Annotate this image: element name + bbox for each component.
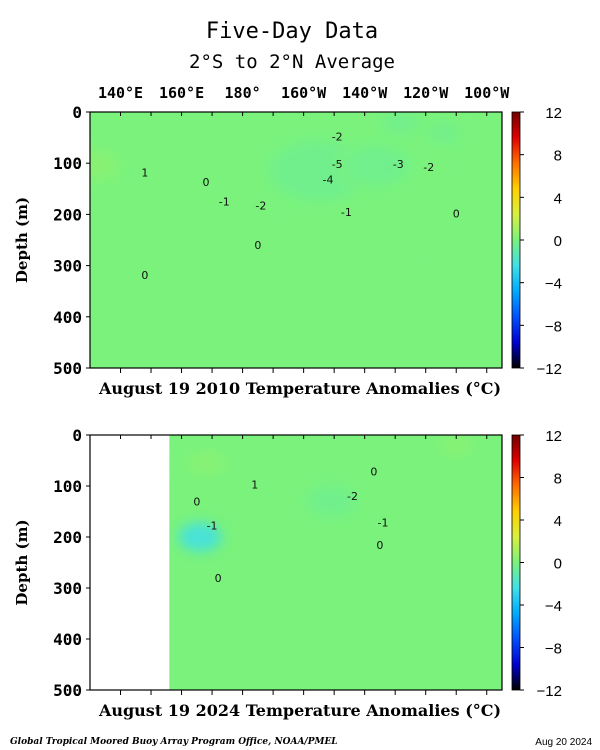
colorbar-tick-label: 0 bbox=[554, 556, 562, 573]
contour-label: 0 bbox=[254, 239, 261, 252]
anomaly-patch bbox=[178, 522, 222, 552]
footer-date: Aug 20 2024 bbox=[535, 737, 592, 748]
contour-label: 0 bbox=[193, 495, 200, 508]
y-tick-label: 400 bbox=[53, 630, 82, 649]
y-tick-label: 100 bbox=[53, 154, 82, 173]
figure-title: Five-Day Data bbox=[206, 19, 378, 44]
anomaly-patch bbox=[373, 112, 430, 141]
y-tick-label: 500 bbox=[53, 681, 82, 700]
colorbar-tick-label: −4 bbox=[545, 598, 562, 615]
x-tick-label: 120°W bbox=[403, 84, 449, 102]
plot-frame bbox=[89, 111, 503, 369]
contour-label: 0 bbox=[370, 466, 377, 479]
panel-title: August 19 2024 Temperature Anomalies (°C… bbox=[98, 701, 501, 720]
contour-label: -1 bbox=[341, 206, 352, 219]
y-axis-label: Depth (m) bbox=[13, 519, 31, 605]
contour-label: -2 bbox=[332, 131, 343, 144]
colorbar-tick-label: −4 bbox=[545, 276, 562, 293]
x-tick-label: 140°E bbox=[98, 84, 143, 102]
colorbar-tick-label: 0 bbox=[554, 233, 562, 250]
colorbar-tick-label: −8 bbox=[545, 318, 562, 335]
y-tick-label: 200 bbox=[53, 205, 82, 224]
anomaly-patch bbox=[405, 254, 435, 276]
colorbar-tick-label: 12 bbox=[545, 105, 562, 122]
colorbar-tick-label: 4 bbox=[554, 190, 562, 207]
contour-label: -3 bbox=[393, 158, 404, 171]
anomaly-patch bbox=[335, 140, 419, 192]
y-axis-label: Depth (m) bbox=[13, 197, 31, 283]
y-tick-label: 100 bbox=[53, 477, 82, 496]
colorbar bbox=[511, 434, 521, 691]
anomaly-patch bbox=[90, 145, 129, 187]
contour-label: -2 bbox=[347, 490, 358, 503]
anomaly-patch bbox=[301, 435, 337, 450]
panel-title: August 19 2010 Temperature Anomalies (°C… bbox=[98, 379, 501, 398]
contour-label: 1 bbox=[141, 166, 148, 179]
panel-2010: 1 0 -1 -2 -2 -5 -4 -3 -2 -1 0 0 0 0 100 200 300 400 500 Dep… bbox=[13, 84, 562, 398]
y-tick-label: 300 bbox=[53, 579, 82, 598]
contour-label: -2 bbox=[423, 161, 434, 174]
x-tick-label: 140°W bbox=[342, 84, 388, 102]
contour-label: 0 bbox=[202, 176, 209, 189]
contour-label: 0 bbox=[141, 269, 148, 282]
colorbar-tick-label: −12 bbox=[537, 361, 562, 378]
y-tick-label: 0 bbox=[72, 426, 82, 445]
plot-frame bbox=[89, 434, 503, 691]
colorbar-tick-label: 12 bbox=[545, 428, 562, 445]
colorbar bbox=[511, 111, 521, 369]
contour-label: 1 bbox=[251, 478, 258, 491]
colorbar-tick-label: 4 bbox=[554, 513, 562, 530]
anomaly-patch bbox=[435, 154, 478, 183]
x-tick-label: 160°E bbox=[159, 84, 204, 102]
contour-label: -1 bbox=[377, 517, 388, 530]
anomaly-patch bbox=[420, 116, 468, 148]
colorbar-tick-label: 8 bbox=[554, 471, 562, 488]
contour-label: -1 bbox=[207, 519, 218, 532]
footer-credit: Global Tropical Moored Buoy Array Progra… bbox=[10, 737, 338, 747]
y-tick-label: 0 bbox=[72, 103, 82, 122]
contour-label: -2 bbox=[255, 200, 266, 213]
x-tick-label: 160°W bbox=[281, 84, 327, 102]
contour-label: 0 bbox=[453, 207, 460, 220]
y-tick-label: 200 bbox=[53, 528, 82, 547]
colorbar-tick-label: 8 bbox=[554, 148, 562, 165]
figure-subtitle: 2°S to 2°N Average bbox=[189, 51, 395, 73]
anomaly-patch bbox=[430, 435, 483, 463]
contour-label: 0 bbox=[215, 572, 222, 585]
y-tick-label: 400 bbox=[53, 308, 82, 327]
anomaly-patch bbox=[260, 209, 299, 236]
anomaly-patch bbox=[176, 444, 236, 483]
x-tick-label: 180° bbox=[225, 84, 261, 102]
x-tick-label: 100°W bbox=[464, 84, 510, 102]
contour-label: 0 bbox=[376, 539, 383, 552]
contour-label: -5 bbox=[332, 158, 343, 171]
colorbar-tick-label: −8 bbox=[545, 641, 562, 658]
contour-label: -4 bbox=[323, 174, 334, 187]
contour-label: -1 bbox=[219, 196, 230, 209]
y-tick-label: 300 bbox=[53, 257, 82, 276]
y-tick-label: 500 bbox=[53, 359, 82, 378]
anomaly-patch bbox=[297, 480, 365, 523]
colorbar-tick-label: −12 bbox=[537, 683, 562, 700]
